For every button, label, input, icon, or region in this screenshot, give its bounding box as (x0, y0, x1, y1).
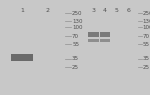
Text: 250: 250 (72, 11, 83, 16)
Text: 35: 35 (72, 56, 79, 61)
Text: 100: 100 (72, 25, 83, 30)
Text: 130: 130 (142, 19, 150, 24)
Text: 35: 35 (142, 56, 150, 61)
Text: 100: 100 (142, 25, 150, 30)
Text: 2: 2 (45, 8, 49, 13)
Text: 4: 4 (103, 8, 107, 13)
Text: 55: 55 (72, 42, 79, 47)
Text: 25: 25 (142, 65, 150, 70)
Text: 130: 130 (72, 19, 83, 24)
Bar (88, 38, 99, 42)
Bar (88, 32, 99, 37)
Bar (11, 54, 33, 61)
Text: 1: 1 (20, 8, 24, 13)
Text: 5: 5 (115, 8, 119, 13)
Text: 25: 25 (72, 65, 79, 70)
Bar (100, 38, 110, 42)
Text: 250: 250 (142, 11, 150, 16)
Text: 3: 3 (92, 8, 95, 13)
Bar (100, 32, 110, 37)
Text: 70: 70 (72, 34, 79, 39)
Text: 70: 70 (142, 34, 150, 39)
Text: 6: 6 (126, 8, 130, 13)
Text: 55: 55 (142, 42, 150, 47)
